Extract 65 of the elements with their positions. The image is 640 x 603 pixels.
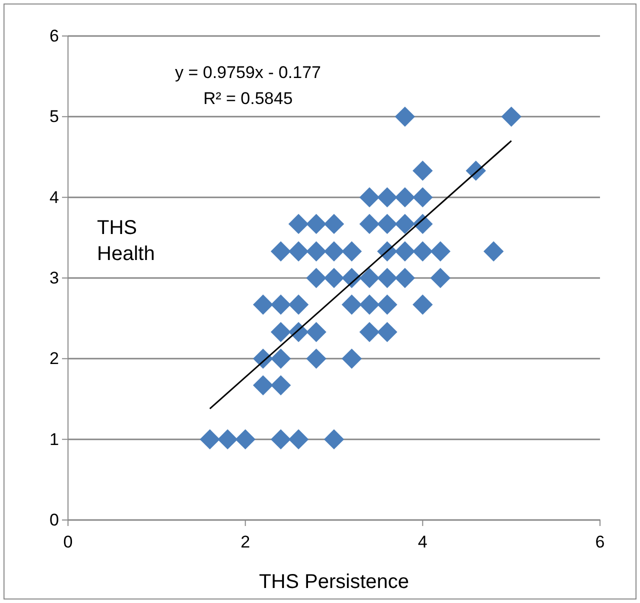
x-tick-label: 6	[595, 532, 605, 552]
point	[377, 187, 398, 208]
point	[200, 429, 220, 450]
y-tick-label: 4	[50, 188, 59, 207]
x-tick-label: 4	[418, 532, 428, 552]
point	[252, 375, 274, 396]
point	[430, 241, 450, 262]
point	[484, 241, 504, 262]
point	[270, 429, 291, 450]
point	[430, 268, 450, 288]
point	[377, 214, 398, 234]
point	[377, 294, 398, 315]
point	[288, 241, 309, 262]
point	[377, 322, 398, 342]
point	[501, 106, 522, 127]
point	[288, 214, 309, 234]
point	[359, 322, 380, 342]
annotation: R² = 0.5845	[203, 89, 293, 108]
point	[359, 187, 380, 208]
y-tick-label: 1	[50, 430, 59, 449]
point	[342, 241, 362, 262]
x-tick-label: 0	[63, 532, 73, 552]
y-tick-label: 6	[50, 26, 59, 46]
y-tick-label: 2	[50, 349, 59, 368]
point	[324, 268, 344, 288]
point	[306, 241, 326, 262]
point	[412, 241, 433, 262]
point	[270, 294, 291, 315]
point	[306, 214, 326, 234]
point	[235, 429, 256, 450]
point	[288, 429, 309, 450]
y-tick-label: 5	[50, 107, 59, 126]
point	[394, 214, 416, 234]
x-tick-label: 2	[240, 532, 250, 552]
annotation: y = 0.9759x - 0.177	[174, 63, 322, 82]
point	[270, 241, 291, 262]
point	[359, 268, 380, 288]
point	[324, 241, 344, 262]
point	[270, 322, 291, 342]
point	[394, 241, 416, 262]
point	[342, 348, 362, 369]
point	[412, 187, 433, 208]
point	[270, 375, 291, 396]
point	[342, 294, 362, 315]
point	[412, 160, 433, 181]
point	[324, 214, 344, 234]
y-tick-label: 0	[50, 510, 59, 530]
point	[306, 268, 326, 288]
point	[377, 268, 398, 288]
point	[252, 294, 274, 315]
point	[412, 294, 433, 315]
point	[288, 294, 309, 315]
point	[359, 294, 380, 315]
point	[394, 106, 416, 127]
y-tick-label: 3	[50, 268, 59, 288]
x-axis-title: THS Persistence	[258, 571, 410, 593]
point	[306, 322, 326, 342]
point	[394, 268, 416, 288]
point	[394, 187, 416, 208]
point	[324, 429, 344, 450]
point	[270, 348, 291, 369]
point	[306, 348, 326, 369]
point	[359, 214, 380, 234]
point	[218, 429, 238, 450]
y-axis-title: THS Health	[97, 217, 155, 265]
